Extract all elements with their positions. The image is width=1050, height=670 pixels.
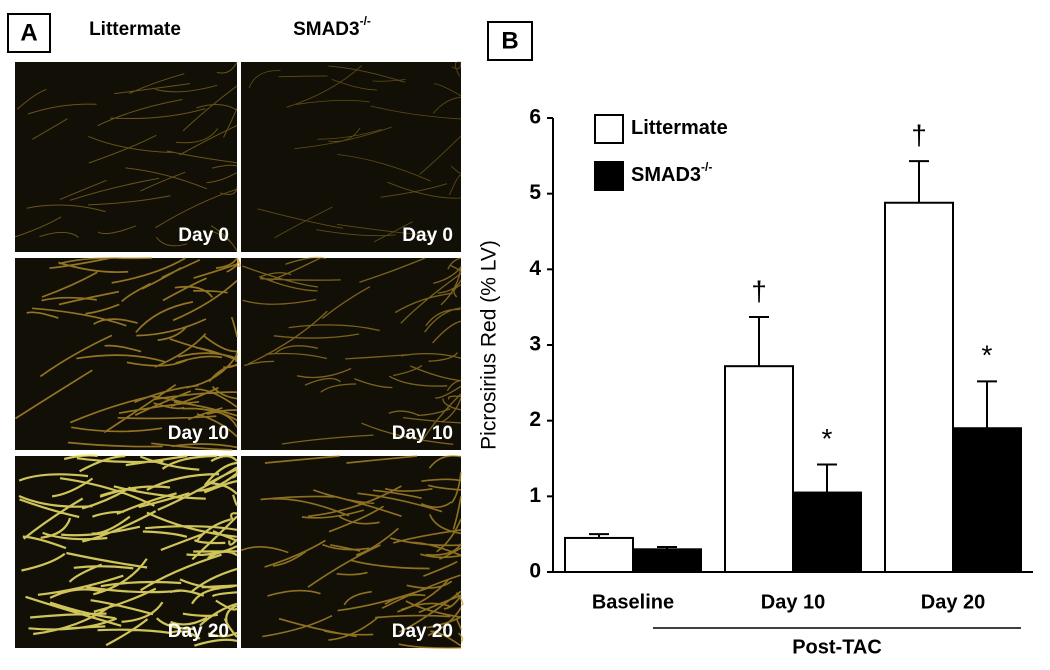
fiber bbox=[18, 454, 239, 647]
fiber bbox=[242, 256, 462, 445]
fiber bbox=[14, 61, 238, 252]
bar bbox=[632, 548, 702, 573]
micrograph bbox=[15, 62, 237, 252]
bar bbox=[564, 536, 634, 574]
panel-box bbox=[7, 13, 51, 53]
legend-name: SMAD3 bbox=[631, 164, 701, 186]
x-tick-label: Day 10 bbox=[761, 591, 826, 613]
y-tick-label: 3 bbox=[529, 333, 541, 356]
x-tick-label: Baseline bbox=[592, 591, 674, 613]
micrograph bbox=[15, 258, 237, 450]
y-tick-label: 4 bbox=[529, 257, 541, 280]
panel-box bbox=[487, 21, 533, 61]
x-tick-label: Day 20 bbox=[921, 591, 986, 613]
chart: 0 1 2 3 4 5 6 Baseline Day 10 † * Day 20 † * Post-TAC L… bbox=[529, 106, 1033, 658]
bar bbox=[724, 365, 794, 574]
bar bbox=[952, 427, 1022, 573]
error-bar bbox=[977, 380, 997, 429]
significance-marker: † bbox=[911, 120, 927, 151]
day-label: Day 20 bbox=[392, 621, 453, 642]
column-header: Littermate bbox=[89, 19, 181, 40]
group-label: Post-TAC bbox=[792, 636, 882, 658]
panel-label: B bbox=[501, 27, 518, 54]
column-header: SMAD3-/- bbox=[293, 14, 371, 40]
day-label: Day 20 bbox=[168, 621, 229, 642]
legend-label: SMAD3-/- bbox=[631, 160, 712, 186]
bar bbox=[792, 491, 862, 573]
day-label: Day 0 bbox=[178, 225, 229, 246]
panel-label: A bbox=[20, 19, 37, 46]
legend-swatch bbox=[594, 114, 624, 144]
micrograph bbox=[241, 456, 461, 648]
y-axis-label: Picrosirius Red (% LV) bbox=[478, 240, 501, 450]
legend-sup: -/- bbox=[701, 160, 712, 174]
micrograph bbox=[241, 62, 461, 252]
y-tick-label: 5 bbox=[529, 181, 541, 204]
y-tick-label: 0 bbox=[529, 560, 541, 583]
y-tick-label: 1 bbox=[529, 484, 541, 507]
day-label: Day 0 bbox=[402, 225, 453, 246]
column-header-main: SMAD3 bbox=[293, 19, 360, 40]
day-label: Day 10 bbox=[168, 423, 229, 444]
error-bar bbox=[817, 463, 837, 493]
significance-marker: * bbox=[982, 340, 993, 371]
legend-label: Littermate bbox=[631, 117, 728, 139]
error-bar bbox=[909, 160, 929, 203]
y-tick-label: 2 bbox=[529, 408, 541, 431]
significance-marker: † bbox=[751, 275, 767, 306]
error-bar bbox=[749, 316, 769, 367]
significance-marker: * bbox=[822, 423, 833, 454]
legend-swatch bbox=[594, 161, 624, 191]
day-label: Day 10 bbox=[392, 423, 453, 444]
fiber bbox=[248, 61, 462, 243]
fiber bbox=[14, 257, 241, 451]
fiber bbox=[240, 455, 464, 649]
micrographs: Day 0 Day 0 Day 10 Day 10 Day 20 Day 20 bbox=[14, 61, 464, 649]
legend-name: Littermate bbox=[631, 117, 728, 139]
column-header-sup: -/- bbox=[360, 14, 371, 28]
bar bbox=[884, 201, 954, 573]
y-tick-label: 6 bbox=[529, 106, 541, 129]
